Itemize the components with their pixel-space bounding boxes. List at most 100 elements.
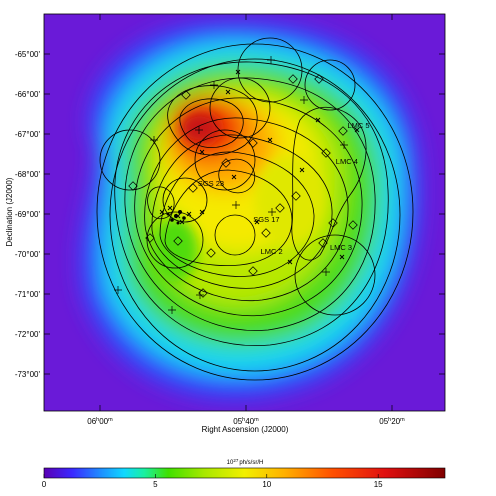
- dec-tick-label: -72°00': [15, 330, 41, 339]
- region-circle-lmc8: [294, 234, 376, 316]
- colorbar-tick-label: 10: [262, 480, 271, 489]
- cross-marker: [235, 69, 241, 75]
- region-label: LMC 3: [330, 243, 352, 252]
- diamond-marker: [318, 238, 328, 248]
- cross-marker: [167, 205, 173, 211]
- ra-minutes: 00: [99, 417, 108, 426]
- contour: [134, 97, 363, 317]
- colorbar-tick-label: 15: [374, 480, 383, 489]
- colorbar: 1027ph/s/sr/H 0 5 10 15: [42, 458, 446, 489]
- diamond-marker: [128, 181, 138, 191]
- ra-hours: 06: [87, 417, 96, 426]
- ra-tick-label: 06h00m: [87, 417, 113, 426]
- plus-marker: [196, 291, 204, 299]
- cross-marker: [299, 167, 305, 173]
- cross-marker: [159, 209, 165, 215]
- contour: [109, 58, 401, 372]
- diamond-marker: [314, 74, 324, 84]
- ra-hours: 05: [379, 417, 388, 426]
- diamond-marker: [248, 266, 258, 276]
- diamond-marker: [221, 158, 231, 168]
- dec-tick-label: -66°00': [15, 90, 41, 99]
- cluster-star: [174, 214, 178, 218]
- region-circle-lmc3: [214, 214, 256, 256]
- cross-marker: [339, 254, 345, 260]
- ra-tick-label: 05h40m: [233, 417, 259, 426]
- outer-contour: [96, 43, 414, 381]
- region-label: SGS 17: [253, 215, 279, 224]
- diamond-marker: [288, 74, 298, 84]
- ra-minutes: 40: [245, 417, 254, 426]
- diamond-marker: [321, 148, 331, 158]
- cross-marker: [354, 127, 360, 133]
- ra-minutes-unit: m: [108, 417, 113, 423]
- region-circle-lmc4: [194, 129, 256, 191]
- ra-minutes: 20: [391, 417, 400, 426]
- y-axis-title: Declination (J2000): [5, 177, 14, 246]
- colorbar-title-unit: ph/s/sr/H: [239, 460, 263, 466]
- cluster-star: [182, 216, 186, 220]
- dec-axis-ticks: -65°00' -66°00' -67°00' -68°00' -69°00' -70°0…: [15, 50, 445, 379]
- contour: [179, 98, 244, 148]
- ra-minutes-unit: m: [400, 417, 405, 423]
- cross-marker: [315, 117, 321, 123]
- diamond-markers: [128, 74, 358, 298]
- plus-marker: [195, 126, 203, 134]
- region-circles: [99, 37, 376, 316]
- dec-tick-label: -73°00': [15, 370, 41, 379]
- cross-marker: [254, 219, 260, 225]
- ra-hours-unit: h: [242, 417, 245, 423]
- region-label: SGS 23: [198, 179, 224, 188]
- contour: [167, 85, 258, 156]
- dec-tick-label: -68°00': [15, 170, 41, 179]
- source-markers: [114, 56, 360, 314]
- cross-marker: [199, 149, 205, 155]
- region-label: LMC 2: [261, 247, 283, 256]
- contour: [218, 158, 256, 194]
- plus-marker: [300, 96, 308, 104]
- colorbar-ticks: 0 5 10 15: [42, 474, 383, 489]
- contour: [291, 106, 367, 261]
- diamond-marker: [188, 183, 198, 193]
- dec-tick-label: -65°00': [15, 50, 41, 59]
- diamond-marker: [248, 138, 258, 148]
- colorbar-title: 1027ph/s/sr/H: [227, 458, 264, 466]
- plus-marker: [114, 286, 122, 294]
- diamond-marker: [348, 220, 358, 230]
- ra-hours-unit: h: [96, 417, 99, 423]
- plus-marker: [267, 56, 275, 64]
- star-cluster-r136: [166, 210, 186, 225]
- region-circle-sgs17: [162, 177, 208, 223]
- dec-tick-label: -70°00': [15, 250, 41, 259]
- diamond-marker: [275, 203, 285, 213]
- region-circle-sgs23: [99, 129, 161, 191]
- emission-peak: [180, 112, 220, 144]
- diamond-marker: [261, 228, 271, 238]
- dec-tick-label: -71°00': [15, 290, 41, 299]
- diamond-marker: [181, 90, 191, 100]
- cluster-star: [166, 212, 170, 216]
- contour: [159, 151, 315, 277]
- colorbar-tick-label: 0: [42, 480, 47, 489]
- cluster-star: [176, 221, 180, 225]
- ra-minutes-unit: m: [254, 417, 259, 423]
- cluster-star: [178, 210, 182, 214]
- plus-marker: [322, 268, 330, 276]
- contour: [114, 61, 389, 347]
- diamond-marker: [206, 248, 216, 258]
- contour: [147, 186, 175, 220]
- cross-marker: [179, 219, 185, 225]
- cross-marker: [199, 209, 205, 215]
- plus-marker: [150, 136, 158, 144]
- plus-marker: [168, 306, 176, 314]
- contour: [151, 134, 333, 289]
- plot-frame: [43, 13, 446, 412]
- ra-hours-unit: h: [388, 417, 391, 423]
- region-circle-lmc1: [304, 59, 356, 111]
- colorbar-title-base: 10: [227, 460, 234, 466]
- colorbar-tick-label: 5: [153, 480, 158, 489]
- region-label: LMC 4: [336, 157, 358, 166]
- diamond-marker: [338, 126, 348, 136]
- contour: [144, 117, 349, 302]
